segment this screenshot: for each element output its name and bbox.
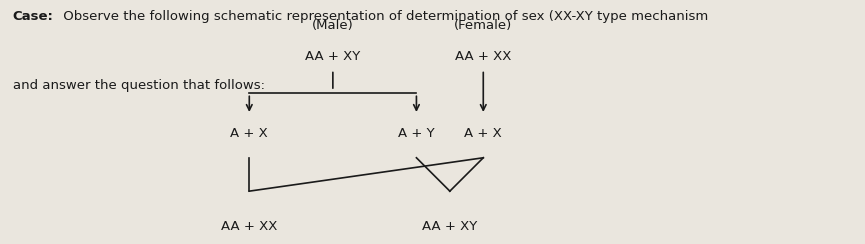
Text: and answer the question that follows:: and answer the question that follows: [13, 79, 265, 92]
Text: AA + XX: AA + XX [221, 220, 278, 233]
Text: A + Y: A + Y [398, 127, 435, 140]
Text: (Female): (Female) [454, 20, 512, 32]
Text: (Male): (Male) [312, 20, 354, 32]
Text: AA + XX: AA + XX [455, 51, 511, 63]
Text: Case:: Case: [13, 10, 54, 23]
Text: AA + XY: AA + XY [305, 51, 361, 63]
Text: AA + XY: AA + XY [422, 220, 477, 233]
Text: A + X: A + X [465, 127, 503, 140]
Text: Observe the following schematic representation of determination of sex (XX-XY ty: Observe the following schematic represen… [59, 10, 708, 23]
Text: A + X: A + X [230, 127, 268, 140]
